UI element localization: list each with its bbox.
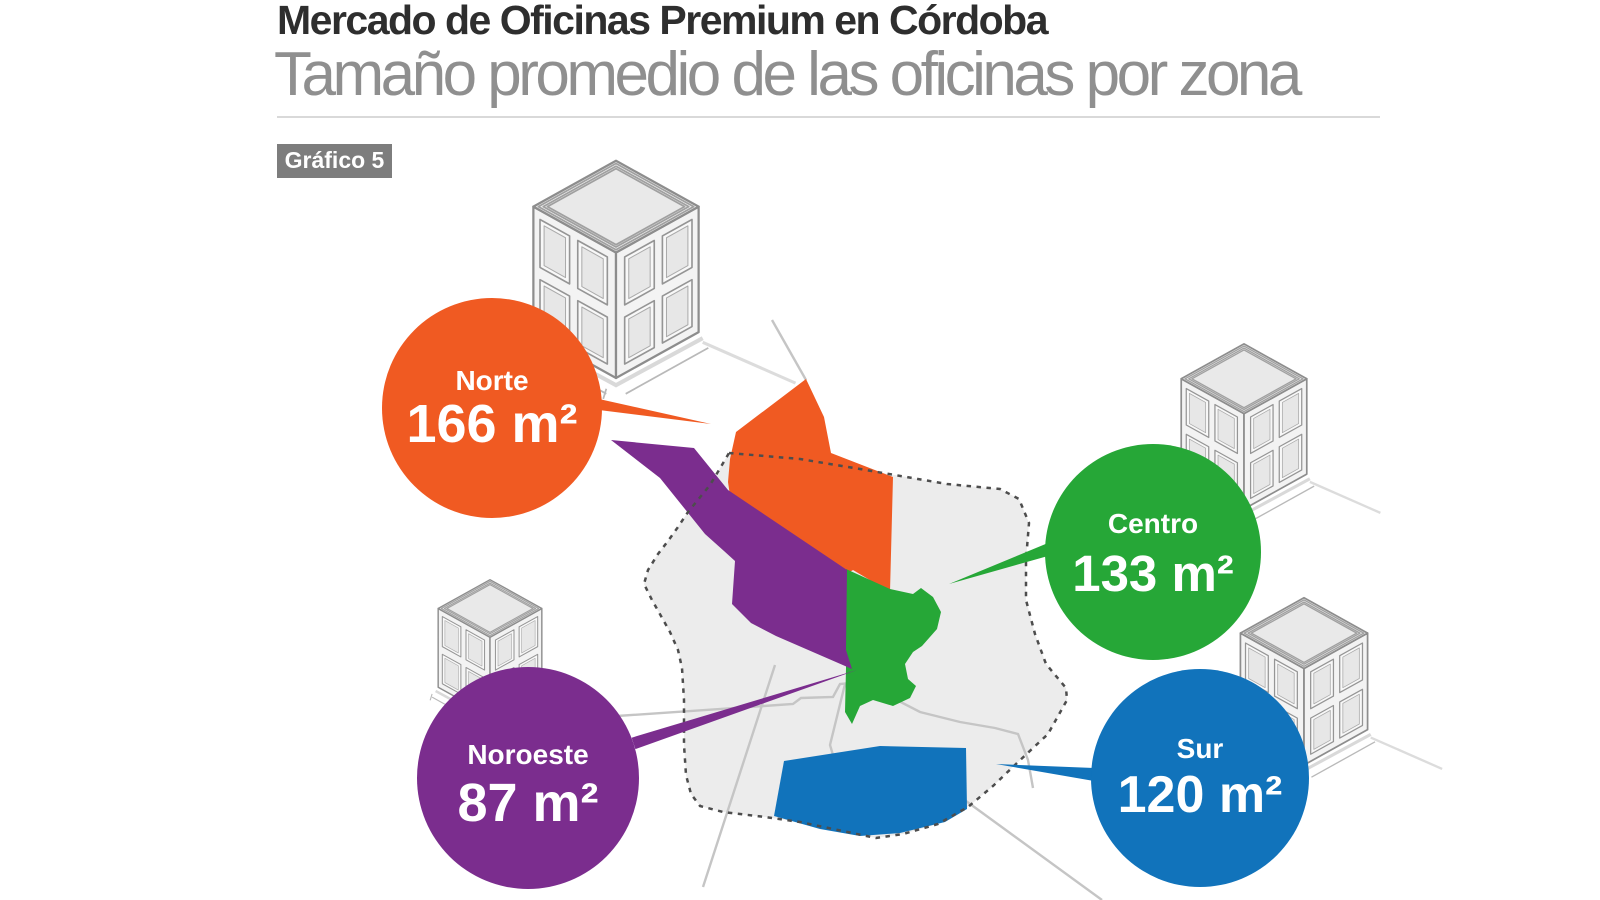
svg-text:166 m²: 166 m² <box>406 394 577 454</box>
svg-text:120 m²: 120 m² <box>1118 766 1283 824</box>
svg-text:Noroeste: Noroeste <box>467 739 588 770</box>
svg-text:Sur: Sur <box>1177 733 1224 764</box>
svg-text:Norte: Norte <box>455 365 528 396</box>
svg-text:87 m²: 87 m² <box>457 773 598 833</box>
svg-text:133 m²: 133 m² <box>1072 545 1234 602</box>
svg-text:Centro: Centro <box>1108 508 1198 539</box>
